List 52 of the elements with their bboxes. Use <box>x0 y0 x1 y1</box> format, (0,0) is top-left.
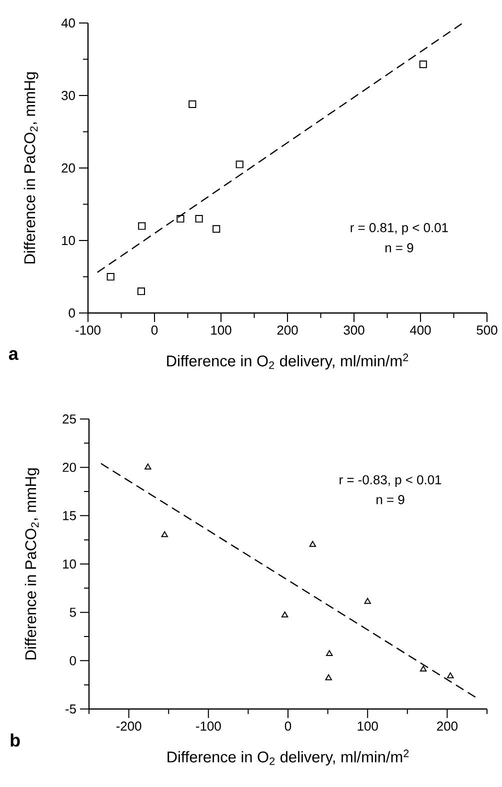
x-tick-label: -100 <box>76 326 100 335</box>
y-tick-label: 40 <box>61 18 75 28</box>
x-tick-label: 300 <box>344 326 364 335</box>
point <box>420 666 427 672</box>
x-tick-label: -100 <box>196 722 221 731</box>
x-axis-title: Difference in O$_{2}$ delivery, ml/min/m$^{2}$ <box>168 750 409 766</box>
point <box>195 214 203 223</box>
text: a <box>8 350 18 360</box>
annotation: n = 9 <box>376 495 404 504</box>
point <box>309 540 316 547</box>
x-tick-label: 500 <box>476 326 498 335</box>
point <box>281 611 288 618</box>
y-tick-label: 25 <box>62 414 76 424</box>
x-tick-label: 200 <box>437 722 458 731</box>
y-axis-title: Difference in PaCO$_{2}$, mmHg <box>24 468 40 660</box>
point <box>176 214 184 223</box>
y-tick-label: 20 <box>62 462 76 472</box>
x-tick-label: 100 <box>358 722 378 731</box>
point <box>137 287 145 296</box>
x-tick-label: 400 <box>410 326 431 335</box>
point <box>188 100 196 108</box>
y-tick-label: 30 <box>62 90 75 100</box>
y-tick-label: 0 <box>70 656 76 666</box>
y-tick-label: 10 <box>63 559 76 569</box>
x-tick-label: 100 <box>211 326 232 335</box>
point <box>138 222 146 230</box>
text: b <box>10 733 20 747</box>
point <box>447 672 454 678</box>
x-tick-label: 0 <box>284 722 292 731</box>
point <box>419 60 427 68</box>
y-tick-label: 10 <box>62 236 75 246</box>
y-tick-label: -5 <box>66 704 76 714</box>
x-tick-label: -200 <box>116 722 142 731</box>
y-tick-label: 5 <box>70 608 76 617</box>
point <box>212 225 220 233</box>
annotation: n = 9 <box>385 243 414 252</box>
x-tick-label: 200 <box>277 326 298 335</box>
point <box>236 160 244 168</box>
point <box>144 464 152 470</box>
point <box>106 272 114 281</box>
x-axis-title: Difference in O$_{2}$ delivery, ml/min/m$^{2}$ <box>167 354 408 370</box>
annotation: r = 0.81, p < 0.01 <box>350 223 448 235</box>
y-tick-label: 20 <box>62 163 75 173</box>
y-tick-label: 0 <box>68 308 75 318</box>
x-tick-label: 0 <box>151 326 158 335</box>
point <box>325 674 332 680</box>
point <box>161 531 168 538</box>
annotation: r = -0.83, p < 0.01 <box>340 475 442 487</box>
point <box>364 598 371 604</box>
y-axis-title: Difference in PaCO$_{2}$, mmHg <box>24 72 38 264</box>
point <box>326 650 333 656</box>
y-tick-label: 15 <box>63 511 76 520</box>
